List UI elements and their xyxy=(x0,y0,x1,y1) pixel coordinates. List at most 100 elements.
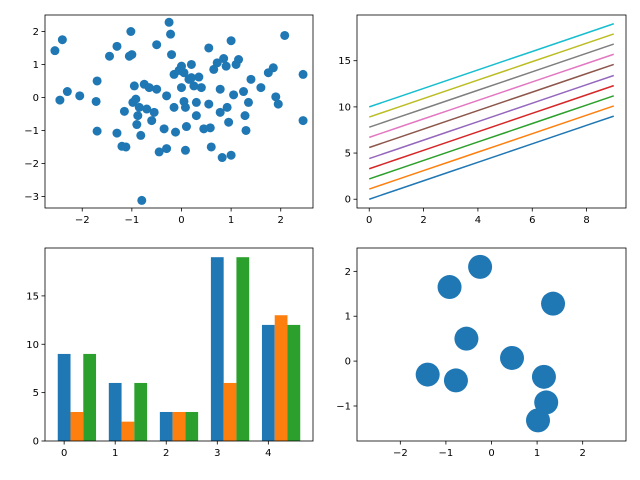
scatter-point xyxy=(468,254,493,279)
scatter-point xyxy=(234,55,244,65)
scatter-point xyxy=(154,147,164,157)
scatter-point xyxy=(246,74,256,84)
scatter-point xyxy=(162,144,172,154)
bar xyxy=(83,353,97,441)
y-tick-label: 5 xyxy=(345,149,351,160)
scatter-point xyxy=(179,68,189,78)
series-line xyxy=(368,43,615,128)
x-tick-label: −1 xyxy=(124,215,139,226)
axes-frame xyxy=(356,14,627,209)
scatter-point xyxy=(229,90,239,100)
y-tick-label: 10 xyxy=(338,102,351,113)
scatter-point xyxy=(215,84,225,94)
scatter-point xyxy=(180,102,190,112)
axes-frame xyxy=(356,247,627,442)
bar xyxy=(159,411,173,441)
y-tick-label: 1 xyxy=(345,312,351,323)
scatter-point xyxy=(541,291,566,316)
subplot-1: −2 −1 0 1 2 −3 −2 −1 0 1 2 xyxy=(24,14,314,226)
bar xyxy=(57,353,71,441)
series-line xyxy=(368,105,615,190)
scatter-point xyxy=(224,117,234,127)
x-tick-label: 8 xyxy=(583,215,589,226)
scatter-point xyxy=(298,116,308,126)
scatter-point xyxy=(415,362,440,387)
scatter-point xyxy=(209,64,219,74)
y-tick-label: 15 xyxy=(338,56,351,67)
y-tick-label: 0 xyxy=(345,357,351,368)
scatter-point xyxy=(91,96,101,106)
x-tick-label: −1 xyxy=(439,448,454,459)
y-tick-label: 1 xyxy=(33,60,39,71)
scatter-point xyxy=(176,83,186,93)
scatter-point xyxy=(171,127,181,137)
scatter-point xyxy=(129,81,139,91)
scatter-point xyxy=(57,35,67,45)
x-tick-label: 1 xyxy=(228,215,234,226)
x-tick-label: 0 xyxy=(488,448,494,459)
scatter-point xyxy=(217,153,227,163)
scatter-point xyxy=(62,87,72,97)
bar xyxy=(223,382,237,441)
scatter-point xyxy=(152,84,162,94)
scatter-point xyxy=(181,122,191,132)
scatter-point xyxy=(75,91,85,101)
scatter-point xyxy=(121,142,131,152)
x-tick-label: −2 xyxy=(393,448,408,459)
x-tick-label: 6 xyxy=(529,215,535,226)
series-line xyxy=(368,95,615,180)
series-line xyxy=(368,84,615,170)
scatter-point xyxy=(534,390,559,415)
scatter-point xyxy=(191,111,201,121)
scatter-point xyxy=(166,29,176,39)
scatter-point xyxy=(256,83,266,93)
y-tick-label: 2 xyxy=(345,267,351,278)
y-tick-label: −3 xyxy=(24,192,39,203)
bar xyxy=(287,324,301,441)
scatter-point xyxy=(149,107,159,117)
scatter-point xyxy=(186,59,196,69)
scatter-point xyxy=(133,111,143,121)
scatter-point xyxy=(531,364,556,389)
scatter-point xyxy=(180,145,190,155)
plot-area xyxy=(57,257,301,441)
y-tick-label: 0 xyxy=(345,195,351,206)
series-line xyxy=(368,115,615,200)
scatter-point xyxy=(112,41,122,51)
scatter-point xyxy=(204,99,214,109)
scatter-point xyxy=(206,142,216,152)
x-tick-label: 0 xyxy=(366,215,372,226)
y-tick-label: −1 xyxy=(24,126,39,137)
series-line xyxy=(368,74,615,160)
scatter-point xyxy=(454,326,479,351)
scatter-point xyxy=(142,104,152,114)
x-tick-label: 0 xyxy=(61,448,67,459)
x-tick-label: 2 xyxy=(420,215,426,226)
bar xyxy=(236,257,250,441)
scatter-point xyxy=(105,51,115,61)
scatter-point xyxy=(443,368,468,393)
x-tick-label: 1 xyxy=(534,448,540,459)
y-tick-label: 15 xyxy=(26,291,39,302)
scatter-point xyxy=(273,99,283,109)
x-tick-label: 0 xyxy=(178,215,184,226)
y-tick-label: 5 xyxy=(33,388,39,399)
scatter-point xyxy=(298,69,308,79)
scatter-point xyxy=(167,50,177,60)
series-line xyxy=(368,33,615,118)
bar xyxy=(210,257,224,441)
scatter-point xyxy=(239,87,249,97)
scatter-point xyxy=(92,126,102,136)
scatter-point xyxy=(526,408,551,433)
scatter-point xyxy=(134,102,144,112)
bar xyxy=(261,324,275,441)
x-tick-label: 2 xyxy=(579,448,585,459)
x-tick-label: 4 xyxy=(265,448,271,459)
scatter-point xyxy=(226,36,236,46)
y-tick-label: 0 xyxy=(33,93,39,104)
plot-area xyxy=(415,254,566,433)
scatter-point xyxy=(268,63,278,73)
series-line xyxy=(368,53,615,139)
x-tick-label: 4 xyxy=(475,215,481,226)
scatter-point xyxy=(112,128,122,138)
